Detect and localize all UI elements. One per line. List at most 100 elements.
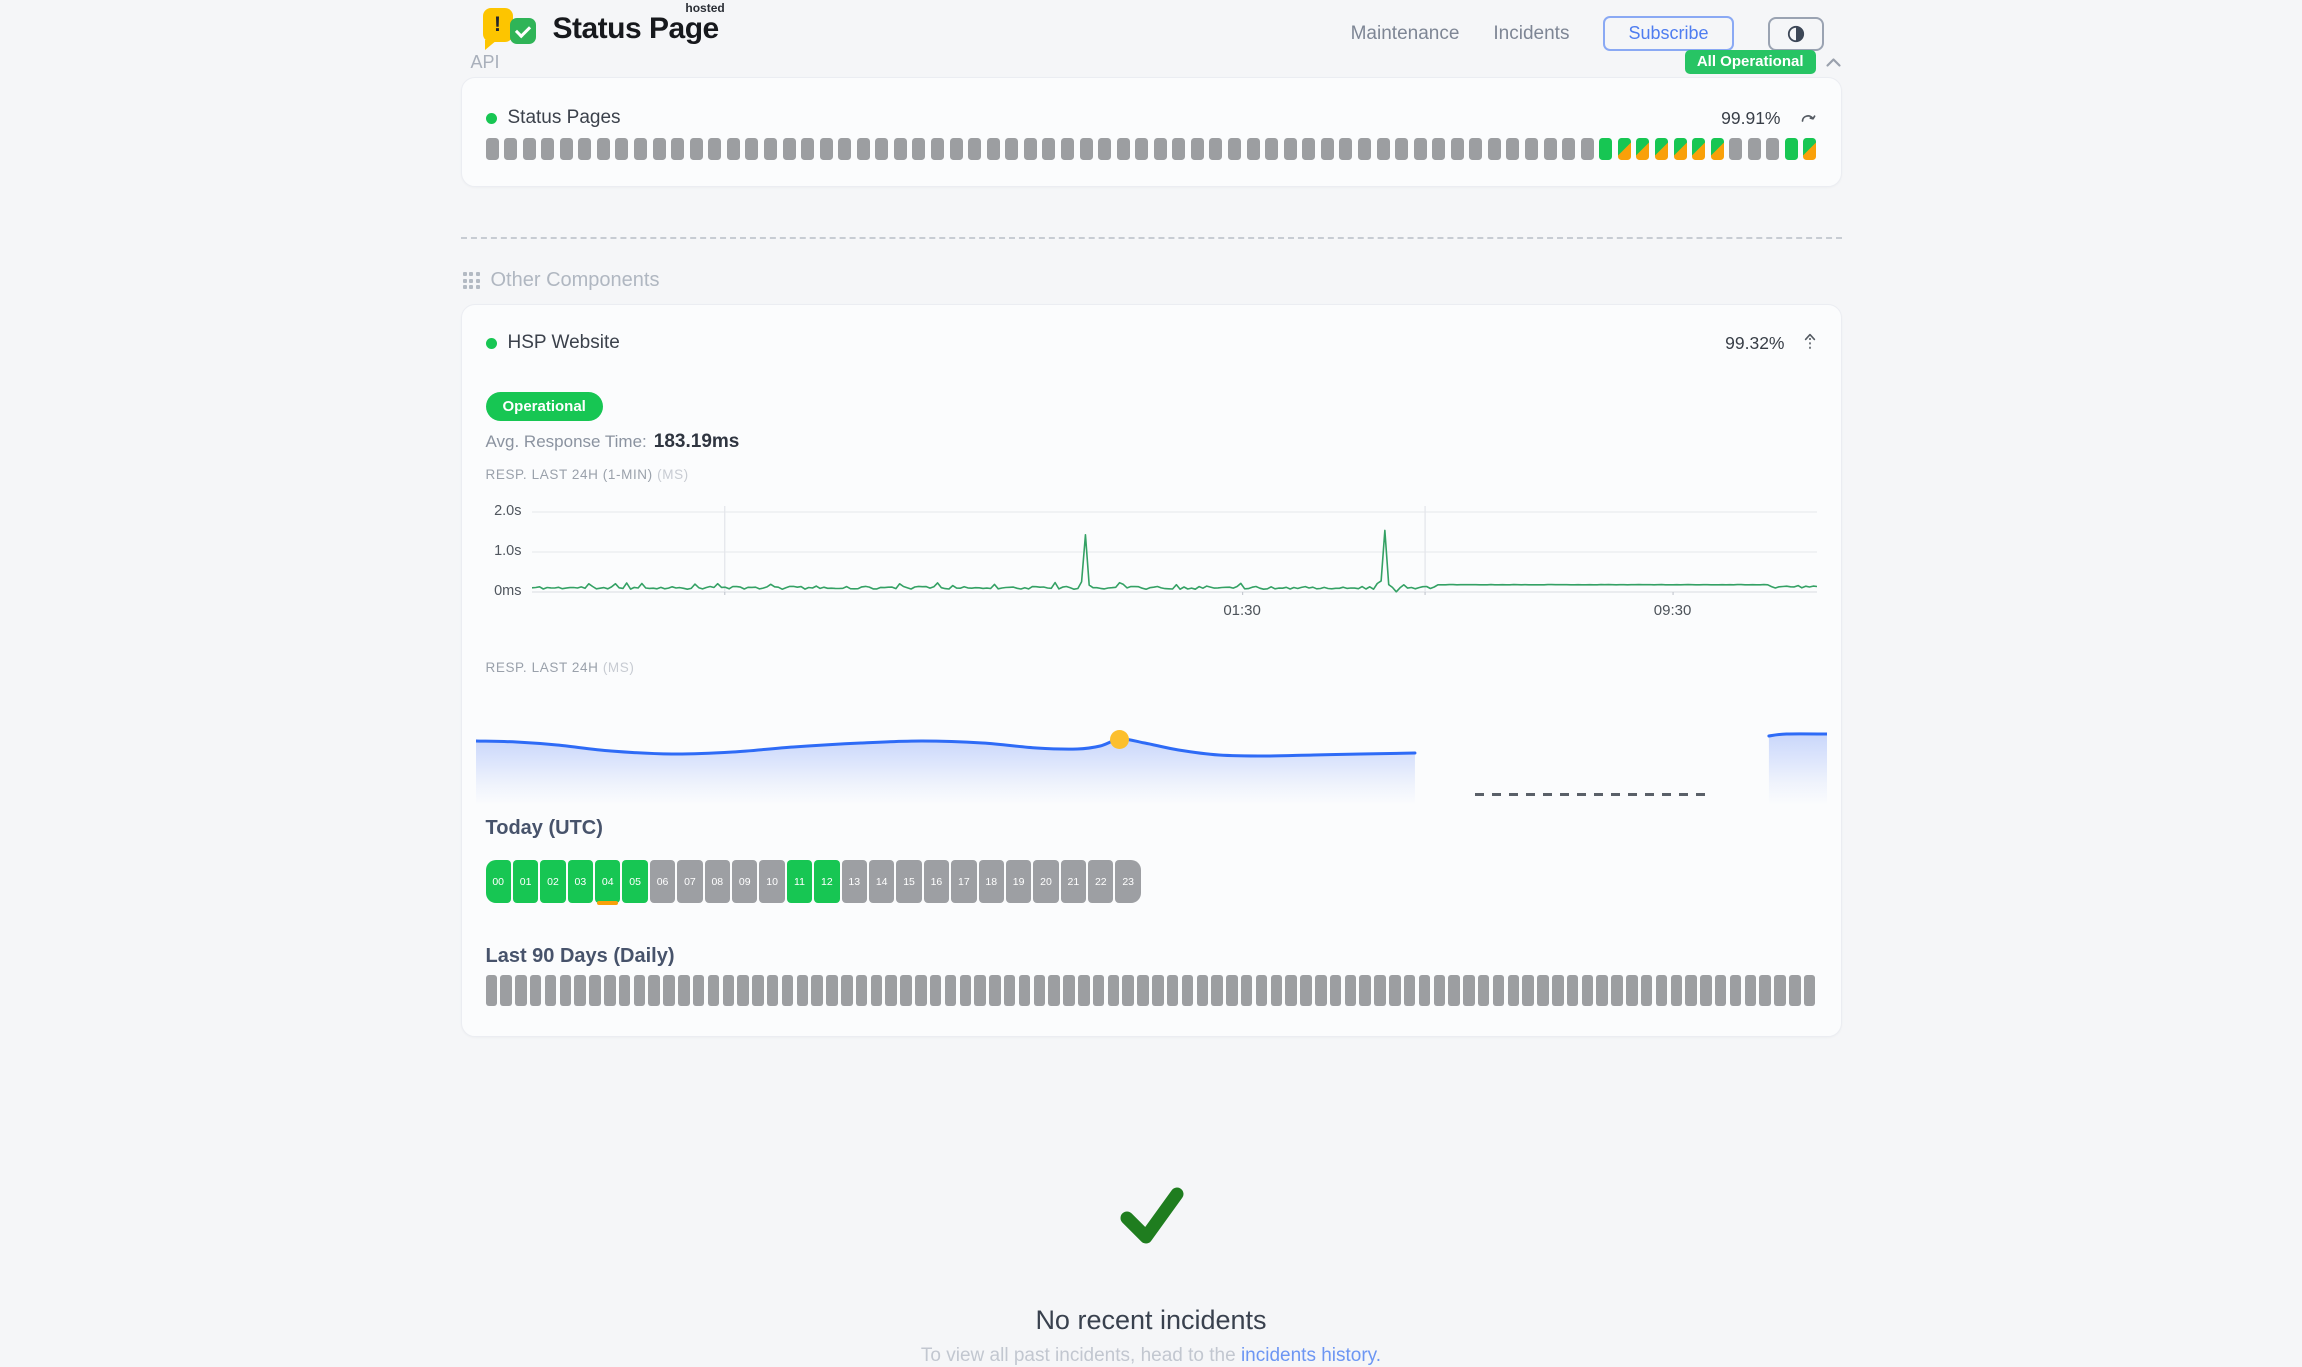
day-bar[interactable] (692, 975, 705, 1006)
uptime-bar[interactable] (578, 138, 592, 160)
day-bar[interactable] (1655, 975, 1668, 1006)
uptime-bar[interactable] (1153, 138, 1167, 160)
day-bar[interactable] (589, 975, 601, 1006)
uptime-bar[interactable] (1098, 138, 1112, 160)
day-bar[interactable] (885, 975, 897, 1006)
day-bar[interactable] (737, 975, 749, 1006)
day-bar[interactable] (1803, 975, 1816, 1006)
day-bar[interactable] (1137, 975, 1149, 1006)
hour-box-12[interactable]: 12 (814, 860, 840, 903)
day-bar[interactable] (929, 975, 942, 1006)
uptime-bar[interactable] (1042, 138, 1056, 160)
uptime-bar[interactable] (763, 138, 777, 160)
uptime-bar[interactable] (1172, 138, 1186, 160)
uptime-bar[interactable] (1135, 138, 1149, 160)
uptime-bar[interactable] (801, 138, 815, 160)
day-bar[interactable] (1670, 975, 1682, 1006)
uptime-bar[interactable] (1710, 138, 1724, 160)
day-bar[interactable] (1122, 975, 1134, 1006)
uptime-bar[interactable] (1692, 138, 1706, 160)
day-bar[interactable] (1522, 975, 1534, 1006)
uptime-bar[interactable] (689, 138, 703, 160)
uptime-bar[interactable] (1265, 138, 1279, 160)
uptime-bar[interactable] (1060, 138, 1074, 160)
day-bar[interactable] (1448, 975, 1460, 1006)
hour-box-07[interactable]: 07 (677, 860, 703, 903)
uptime-bar[interactable] (1487, 138, 1501, 160)
uptime-bar[interactable] (819, 138, 833, 160)
hour-box-08[interactable]: 08 (704, 860, 731, 903)
day-bar[interactable] (1729, 975, 1742, 1006)
day-bar[interactable] (1389, 975, 1401, 1006)
incidents-history-link[interactable]: incidents history. (1240, 1345, 1382, 1366)
uptime-bar[interactable] (1599, 138, 1613, 160)
day-bar[interactable] (1374, 975, 1386, 1006)
day-bar[interactable] (1507, 975, 1520, 1006)
day-bar[interactable] (1255, 975, 1268, 1006)
day-bar[interactable] (1107, 975, 1120, 1006)
uptime-bar[interactable] (838, 138, 852, 160)
day-bar[interactable] (1181, 975, 1194, 1006)
uptime-bar[interactable] (931, 138, 944, 160)
day-bar[interactable] (1300, 975, 1312, 1006)
uptime-bar[interactable] (671, 138, 685, 160)
day-bar[interactable] (1418, 975, 1431, 1006)
day-bar[interactable] (500, 975, 512, 1006)
uptime-bar[interactable] (912, 138, 926, 160)
day-bar[interactable] (1537, 975, 1549, 1006)
day-bar[interactable] (1211, 975, 1223, 1006)
day-bar[interactable] (604, 975, 616, 1006)
subscribe-button[interactable]: Subscribe (1603, 16, 1734, 51)
day-bar[interactable] (1685, 975, 1697, 1006)
day-bar[interactable] (1033, 975, 1046, 1006)
day-bar[interactable] (1611, 975, 1623, 1006)
uptime-bar[interactable] (726, 138, 740, 160)
uptime-bar[interactable] (1023, 138, 1037, 160)
day-bar[interactable] (1626, 975, 1638, 1006)
day-bar[interactable] (1270, 975, 1283, 1006)
hour-box-05[interactable]: 05 (622, 860, 648, 903)
uptime-bar[interactable] (745, 138, 759, 160)
day-bar[interactable] (900, 975, 912, 1006)
uptime-bar[interactable] (504, 138, 518, 160)
day-bar[interactable] (1063, 975, 1075, 1006)
day-bar[interactable] (678, 975, 690, 1006)
uptime-bar[interactable] (1747, 138, 1761, 160)
day-bar[interactable] (1152, 975, 1164, 1006)
day-bar[interactable] (766, 975, 779, 1006)
day-bar[interactable] (1018, 975, 1031, 1006)
day-bar[interactable] (663, 975, 675, 1006)
day-bar[interactable] (618, 975, 631, 1006)
uptime-bar[interactable] (782, 138, 796, 160)
day-bar[interactable] (1552, 975, 1564, 1006)
hour-box-14[interactable]: 14 (868, 860, 895, 903)
day-bar[interactable] (1759, 975, 1771, 1006)
uptime-bar[interactable] (856, 138, 870, 160)
day-bar[interactable] (870, 975, 883, 1006)
day-bar[interactable] (1003, 975, 1016, 1006)
hour-box-04[interactable]: 04 (595, 860, 621, 905)
uptime-bar[interactable] (1784, 138, 1798, 160)
hour-box-15[interactable]: 15 (896, 860, 922, 903)
uptime-bar[interactable] (596, 138, 610, 160)
refresh-icon[interactable] (1799, 111, 1817, 126)
day-bar[interactable] (1640, 975, 1653, 1006)
uptime-bar[interactable] (1766, 138, 1780, 160)
day-bar[interactable] (841, 975, 853, 1006)
uptime-bar[interactable] (1228, 138, 1241, 160)
hour-box-17[interactable]: 17 (951, 860, 977, 903)
hour-box-18[interactable]: 18 (978, 860, 1004, 903)
daily-response-chart[interactable] (475, 705, 1827, 805)
hour-box-13[interactable]: 13 (841, 860, 867, 903)
chart-plot-area[interactable] (532, 500, 1817, 595)
day-bar[interactable] (559, 975, 572, 1006)
uptime-bar[interactable] (522, 138, 536, 160)
day-bar[interactable] (1403, 975, 1416, 1006)
hour-box-16[interactable]: 16 (923, 860, 950, 903)
nav-incidents[interactable]: Incidents (1493, 22, 1570, 44)
day-bar[interactable] (1433, 975, 1445, 1006)
hour-box-00[interactable]: 00 (485, 860, 511, 903)
uptime-bar[interactable] (1525, 138, 1538, 160)
day-bar[interactable] (707, 975, 720, 1006)
day-bar[interactable] (1596, 975, 1608, 1006)
